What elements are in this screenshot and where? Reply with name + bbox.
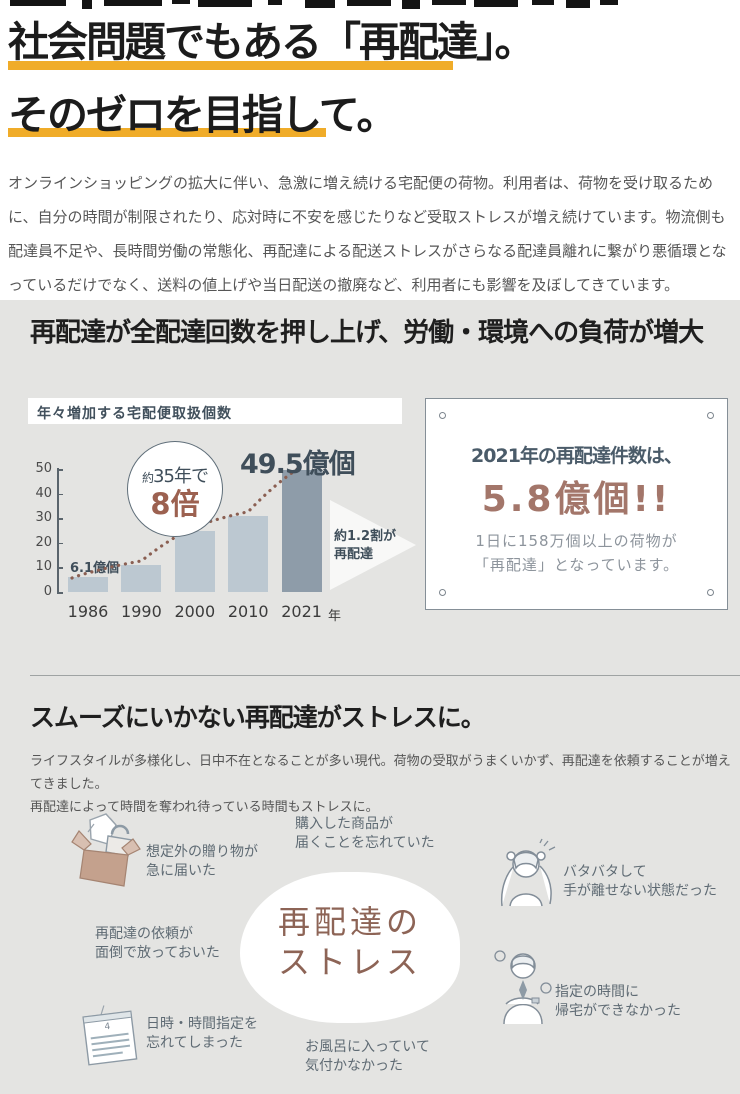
- y-tick-mark: [57, 493, 63, 496]
- section2-heading: スムーズにいかない再配達がストレスに。: [30, 703, 486, 732]
- chart-bar-2021: [281, 470, 322, 592]
- times-eight-badge: 約35年で 8倍: [127, 441, 223, 537]
- blob-text: 再配達の ストレス: [277, 903, 422, 981]
- chart-bar-2000: [174, 530, 215, 592]
- chart-bar-2010: [228, 515, 269, 592]
- board-line2: 1日に158万個以上の荷物が: [475, 532, 678, 550]
- page-title-line2: そのゼロを目指して。: [8, 91, 398, 139]
- section1-heading: 再配達が全配達回数を押し上げ、労働・環境への負荷が増大: [30, 318, 704, 348]
- redelivery-stress-blob: 再配達の ストレス: [240, 872, 460, 1023]
- chart-plot-area: 1986 1990 2000 2010 2021 0 10 20 30 40 50: [28, 398, 418, 628]
- y-tick-label: 30: [35, 510, 52, 526]
- stress-caption-late-home: 指定の時間に 帰宅ができなかった: [555, 984, 681, 1019]
- y-tick-label: 40: [35, 485, 52, 501]
- trend-dotted-curve: [70, 464, 304, 580]
- busy-person-icon: [492, 838, 560, 912]
- redelivery-count-board: 2021年の再配達件数は、 5.8億個!! 1日に158万個以上の荷物が 「再配…: [425, 398, 728, 610]
- chart-bar-1990: [121, 564, 162, 592]
- y-tick-mark: [57, 567, 63, 569]
- board-line1: 2021年の再配達件数は、: [471, 445, 683, 467]
- gift-box-icon: [70, 812, 142, 894]
- first-bar-value-label: 6.1億個: [70, 561, 120, 576]
- x-axis-unit: 年: [328, 609, 342, 624]
- stress-caption-forgot-time: 日時・時間指定を 忘れてしまった: [146, 1016, 258, 1051]
- page-title-line1: 社会問題でもある「再配達」。: [8, 18, 535, 66]
- screw-icon: [439, 589, 446, 596]
- badge-line1: 約35年で: [142, 466, 209, 487]
- y-tick-label: 50: [35, 461, 52, 476]
- y-tick-mark: [57, 542, 63, 545]
- stress-caption-bath: お風呂に入っていて 気付かなかった: [305, 1039, 430, 1074]
- screw-icon: [707, 412, 714, 419]
- x-tick-label: 1986: [67, 602, 109, 621]
- badge-line2: 8倍: [150, 487, 200, 521]
- y-tick-label: 20: [35, 534, 52, 550]
- section2-paragraph: ライフスタイルが多様化し、日中不在となることが多い現代。荷物の受取がうまくいかず…: [30, 754, 731, 815]
- x-tick-label: 2000: [174, 602, 216, 621]
- y-tick-mark: [57, 592, 63, 594]
- board-big-number: 5.8億個!!: [481, 479, 672, 520]
- chart-title: 年々増加する宅配便取扱個数: [37, 406, 232, 422]
- intro-paragraph: オンラインショッピングの拡大に伴い、急激に増え続ける宅配便の荷物。利用者は、荷物…: [8, 174, 727, 294]
- stress-caption-forgot-order: 購入した商品が 届くことを忘れていた: [295, 816, 435, 851]
- screw-icon: [439, 412, 446, 419]
- svg-text:4: 4: [104, 1022, 111, 1033]
- parcel-volume-chart: 1986 1990 2000 2010 2021 0 10 20 30 40 50 年々増加する宅配…: [28, 398, 418, 628]
- section-divider: [30, 675, 740, 676]
- x-tick-label: 2010: [227, 602, 269, 621]
- screw-icon: [707, 589, 714, 596]
- redelivery-share-note: 約1.2割が 再配達: [334, 529, 397, 562]
- title-underline-1: [8, 61, 453, 70]
- chart-bar-1986: [68, 577, 108, 592]
- y-axis-line: [57, 468, 59, 593]
- calendar-icon: 4: [76, 1001, 144, 1078]
- clipped-heading-fragments: [0, 0, 740, 10]
- last-bar-value-label: 49.5億個: [240, 449, 356, 480]
- board-line3: 「再配達」となっています。: [473, 556, 680, 574]
- late-person-icon: [492, 946, 554, 1028]
- chart-title-bar: 年々増加する宅配便取扱個数: [28, 398, 402, 424]
- x-tick-label: 1990: [121, 602, 162, 621]
- stress-caption-gift: 想定外の贈り物が 急に届いた: [146, 844, 258, 879]
- title-underline-2: [8, 128, 326, 137]
- stress-caption-lazy-request: 再配達の依頼が 面倒で放っておいた: [95, 926, 220, 961]
- y-tick-label: 10: [35, 559, 52, 575]
- stress-caption-busy: バタバタして 手が離せない状態だった: [563, 864, 717, 899]
- y-tick-mark: [57, 518, 63, 520]
- x-tick-label: 2021: [281, 602, 322, 621]
- y-tick-label: 0: [43, 584, 52, 599]
- y-tick-mark: [57, 469, 63, 471]
